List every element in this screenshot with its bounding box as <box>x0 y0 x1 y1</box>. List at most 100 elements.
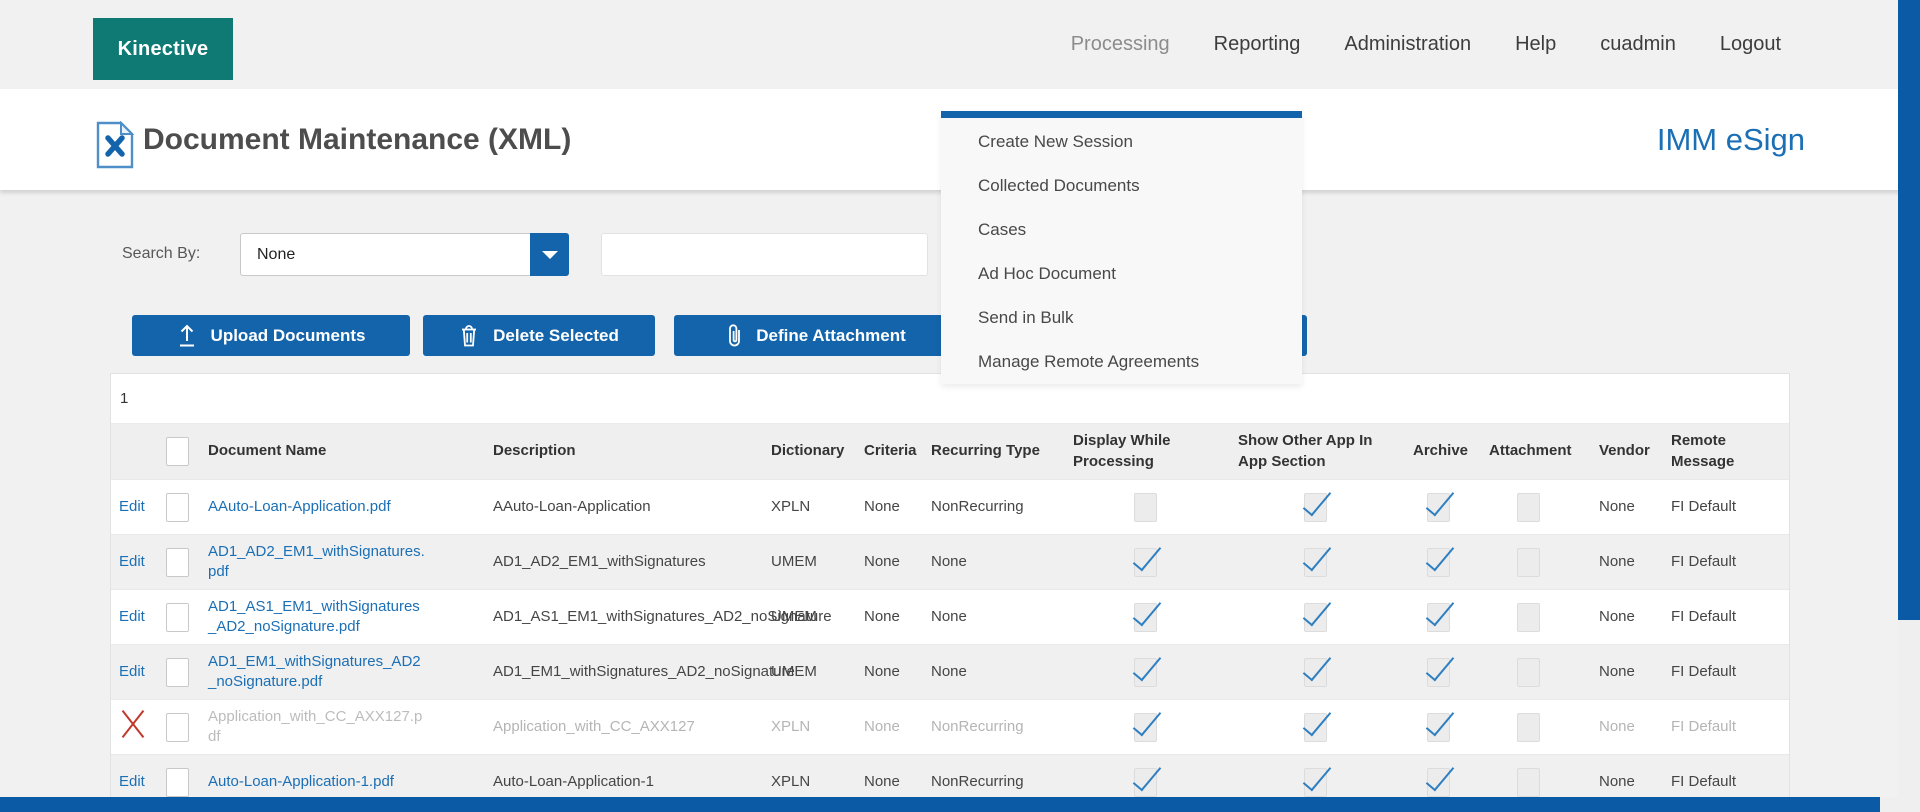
select-dropdown-button[interactable] <box>530 233 569 276</box>
vendor-cell: None <box>1599 607 1635 625</box>
edit-link[interactable]: Edit <box>119 552 145 570</box>
nav-item-processing[interactable]: Processing <box>1070 33 1170 55</box>
horizontal-scrollbar-thumb[interactable] <box>0 797 1880 812</box>
kinective-logo[interactable]: Kinective <box>93 18 233 80</box>
nav-item-logout[interactable]: Logout <box>1719 33 1781 55</box>
search-by-select[interactable]: None <box>240 233 569 276</box>
horizontal-scrollbar-track <box>0 797 1898 812</box>
document-name-link[interactable]: Auto-Loan-Application-1.pdf <box>208 772 394 790</box>
remote-message-cell: FI Default <box>1671 717 1737 735</box>
col-header-select <box>166 437 208 466</box>
archive-checkbox[interactable] <box>1426 767 1450 797</box>
attachment-checkbox[interactable] <box>1516 767 1540 797</box>
product-name: IMM eSign <box>1656 121 1805 157</box>
attachment-checkbox[interactable] <box>1516 712 1540 742</box>
vendor-cell: None <box>1599 552 1635 570</box>
menu-item-cases[interactable]: Cases <box>978 220 1027 239</box>
menu-item-send-in-bulk[interactable]: Send in Bulk <box>978 308 1074 327</box>
delete-selected-button[interactable]: Delete Selected <box>423 315 655 356</box>
menu-item-create-new-session[interactable]: Create New Session <box>978 132 1133 151</box>
table-body: Edit AAuto-Loan-Application.pdf AAuto-Loan… <box>111 479 1789 809</box>
show-other-app-checkbox[interactable] <box>1304 657 1327 687</box>
criteria-cell: None <box>864 552 900 570</box>
vendor-cell: None <box>1599 772 1635 790</box>
row-select-checkbox[interactable] <box>166 602 189 632</box>
paperclip-icon <box>729 324 741 347</box>
display-while-processing-checkbox[interactable] <box>1134 767 1157 797</box>
document-name-link[interactable]: AAuto-Loan-Application.pdf <box>208 497 391 515</box>
criteria-cell: None <box>864 772 900 790</box>
nav-item-help[interactable]: Help <box>1515 33 1557 55</box>
delete-selected-label: Delete Selected <box>493 325 619 345</box>
show-other-app-checkbox[interactable] <box>1304 602 1327 632</box>
show-other-app-checkbox[interactable] <box>1304 767 1327 797</box>
menu-item-collected-documents[interactable]: Collected Documents <box>978 176 1140 195</box>
attachment-checkbox[interactable] <box>1516 602 1540 632</box>
delete-x-icon[interactable] <box>119 708 147 740</box>
remote-message-cell: FI Default <box>1671 607 1737 625</box>
row-select-checkbox[interactable] <box>166 712 189 742</box>
document-name-link[interactable]: AD1_AS1_EM1_withSignatures_AD2_noSignatu… <box>208 597 420 635</box>
document-name-link[interactable]: AD1_EM1_withSignatures_AD2_noSignature.p… <box>208 652 421 690</box>
edit-link[interactable]: Edit <box>119 772 145 790</box>
select-all-checkbox[interactable] <box>166 437 189 466</box>
archive-checkbox[interactable] <box>1426 547 1450 577</box>
col-header-display-while-processing: Display While Processing <box>1073 432 1171 470</box>
vertical-scrollbar-thumb[interactable] <box>1898 0 1920 620</box>
dictionary-cell: XPLN <box>771 717 811 735</box>
table-row: Edit AD1_AS1_EM1_withSignatures_AD2_noSig… <box>111 589 1789 644</box>
document-name-link[interactable]: Application_with_CC_AXX127.pdf <box>208 707 423 745</box>
attachment-checkbox[interactable] <box>1516 657 1540 687</box>
col-header-criteria: Criteria <box>864 442 917 460</box>
row-select-checkbox[interactable] <box>166 767 189 797</box>
nav-item-administration[interactable]: Administration <box>1344 33 1472 55</box>
show-other-app-checkbox[interactable] <box>1304 547 1327 577</box>
nav-item-cuadmin[interactable]: cuadmin <box>1600 33 1676 55</box>
archive-checkbox[interactable] <box>1426 712 1450 742</box>
top-nav: Processing Reporting Administration Help cua… <box>1071 0 1781 89</box>
attachment-checkbox[interactable] <box>1516 492 1540 522</box>
archive-checkbox[interactable] <box>1426 657 1450 687</box>
display-while-processing-checkbox[interactable] <box>1134 712 1157 742</box>
table-row: Application_with_CC_AXX127.pdf Applicatio… <box>111 699 1789 754</box>
description-cell: Auto-Loan-Application-1 <box>493 772 654 790</box>
trash-icon <box>462 325 477 347</box>
dictionary-cell: UMEM <box>771 552 817 570</box>
col-header-dictionary: Dictionary <box>771 442 845 460</box>
row-select-checkbox[interactable] <box>166 657 189 687</box>
col-header-document-name: Document Name <box>208 442 327 460</box>
show-other-app-checkbox[interactable] <box>1304 492 1327 522</box>
edit-link[interactable]: Edit <box>119 497 145 515</box>
archive-checkbox[interactable] <box>1426 492 1450 522</box>
show-other-app-checkbox[interactable] <box>1304 712 1327 742</box>
table-row: Edit AD1_AD2_EM1_withSignatures.pdf AD1_AD… <box>111 534 1789 589</box>
row-select-checkbox[interactable] <box>166 492 189 522</box>
remote-message-cell: FI Default <box>1671 497 1737 515</box>
nav-item-reporting[interactable]: Reporting <box>1213 33 1301 55</box>
menu-item-manage-remote-agreements[interactable]: Manage Remote Agreements <box>978 352 1200 371</box>
description-cell: AD1_AS1_EM1_withSignatures_AD2_noSignatu… <box>493 607 832 625</box>
search-input[interactable] <box>601 233 928 276</box>
criteria-cell: None <box>864 607 900 625</box>
page-title: Document Maintenance (XML) <box>143 122 572 156</box>
remote-message-cell: FI Default <box>1671 772 1737 790</box>
recurring-type-cell: None <box>931 607 967 625</box>
edit-link[interactable]: Edit <box>119 662 145 680</box>
display-while-processing-checkbox[interactable] <box>1134 657 1157 687</box>
table-row: Edit AAuto-Loan-Application.pdf AAuto-Loan… <box>111 479 1789 534</box>
upload-documents-button[interactable]: Upload Documents <box>132 315 410 356</box>
vendor-cell: None <box>1599 662 1635 680</box>
vendor-cell: None <box>1599 497 1635 515</box>
display-while-processing-checkbox[interactable] <box>1134 492 1157 522</box>
define-attachment-button[interactable]: Define Attachment <box>674 315 959 356</box>
archive-checkbox[interactable] <box>1426 602 1450 632</box>
row-select-checkbox[interactable] <box>166 547 189 577</box>
attachment-checkbox[interactable] <box>1516 547 1540 577</box>
display-while-processing-checkbox[interactable] <box>1134 602 1157 632</box>
display-while-processing-checkbox[interactable] <box>1134 547 1157 577</box>
pagination-bar: 1 <box>111 374 1789 424</box>
edit-link[interactable]: Edit <box>119 607 145 625</box>
menu-item-ad-hoc-document[interactable]: Ad Hoc Document <box>978 264 1116 283</box>
page-number-current[interactable]: 1 <box>120 390 129 407</box>
document-name-link[interactable]: AD1_AD2_EM1_withSignatures.pdf <box>208 542 425 580</box>
